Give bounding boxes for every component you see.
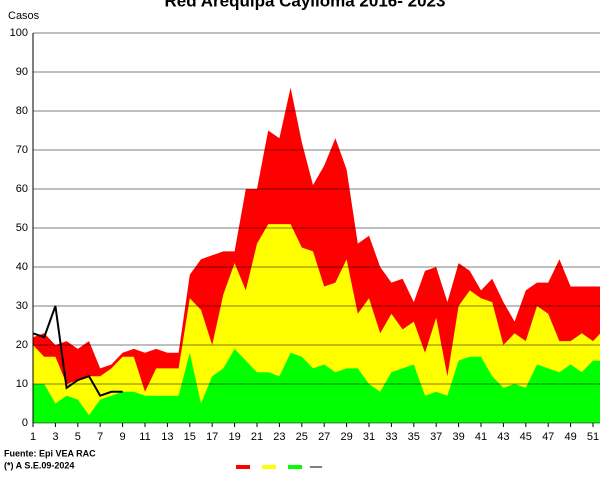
- x-tick-label: 9: [120, 431, 126, 443]
- x-tick-label: 23: [273, 431, 285, 443]
- y-tick-label: 80: [16, 105, 28, 117]
- x-tick-label: 33: [385, 431, 397, 443]
- x-tick-label: 31: [363, 431, 375, 443]
- y-tick-label: 50: [16, 222, 28, 234]
- line: [32, 305, 123, 397]
- footer: Fuente: Epi VEA RAC: [4, 448, 96, 458]
- x-tick-label: 29: [340, 431, 352, 443]
- x-tick-label: 19: [228, 431, 240, 443]
- area: [33, 348, 600, 423]
- y-tick-label: 70: [16, 144, 28, 156]
- y-tick-label: 10: [16, 378, 28, 390]
- x-tick-label: 17: [206, 431, 218, 443]
- x-tick-label: 5: [75, 431, 81, 443]
- x-tick-label: 47: [542, 431, 554, 443]
- x-tick-label: 49: [564, 431, 576, 443]
- y-tick-label: 100: [10, 27, 28, 39]
- footer: (*) A S.E.09-2024: [4, 460, 74, 470]
- y-tick-label: 60: [16, 183, 28, 195]
- x-tick-label: 41: [475, 431, 487, 443]
- x-tick-label: 13: [161, 431, 173, 443]
- y-tick-label: 90: [16, 66, 28, 78]
- x-tick-label: 15: [184, 431, 196, 443]
- plot: [32, 87, 600, 423]
- x-tick-label: 21: [251, 431, 263, 443]
- x-tick-label: 51: [587, 431, 599, 443]
- chart-title: Red Arequipa Caylloma 2016- 2023: [165, 0, 446, 10]
- x-tick-label: 45: [520, 431, 532, 443]
- y-tick-label: 20: [16, 339, 28, 351]
- x-tick-label: 25: [296, 431, 308, 443]
- y-tick-label: 40: [16, 261, 28, 273]
- x-tick-label: 35: [408, 431, 420, 443]
- x-tick-label: 1: [30, 431, 36, 443]
- x-tick-label: 43: [497, 431, 509, 443]
- x-tick-label: 39: [452, 431, 464, 443]
- y-tick-label: 0: [22, 417, 28, 429]
- legend-swatch: [262, 465, 276, 469]
- x-tick-label: 11: [139, 431, 150, 443]
- x-tick-label: 27: [318, 431, 330, 443]
- legend-swatch: [288, 465, 302, 469]
- legend-swatch: [236, 465, 250, 469]
- x-tick-label: 37: [430, 431, 442, 443]
- y-axis-label: Casos: [8, 10, 40, 22]
- x-tick-label: 7: [97, 431, 103, 443]
- legend: [236, 465, 322, 469]
- x-tick-label: 3: [52, 431, 58, 443]
- y-tick-label: 30: [16, 300, 28, 312]
